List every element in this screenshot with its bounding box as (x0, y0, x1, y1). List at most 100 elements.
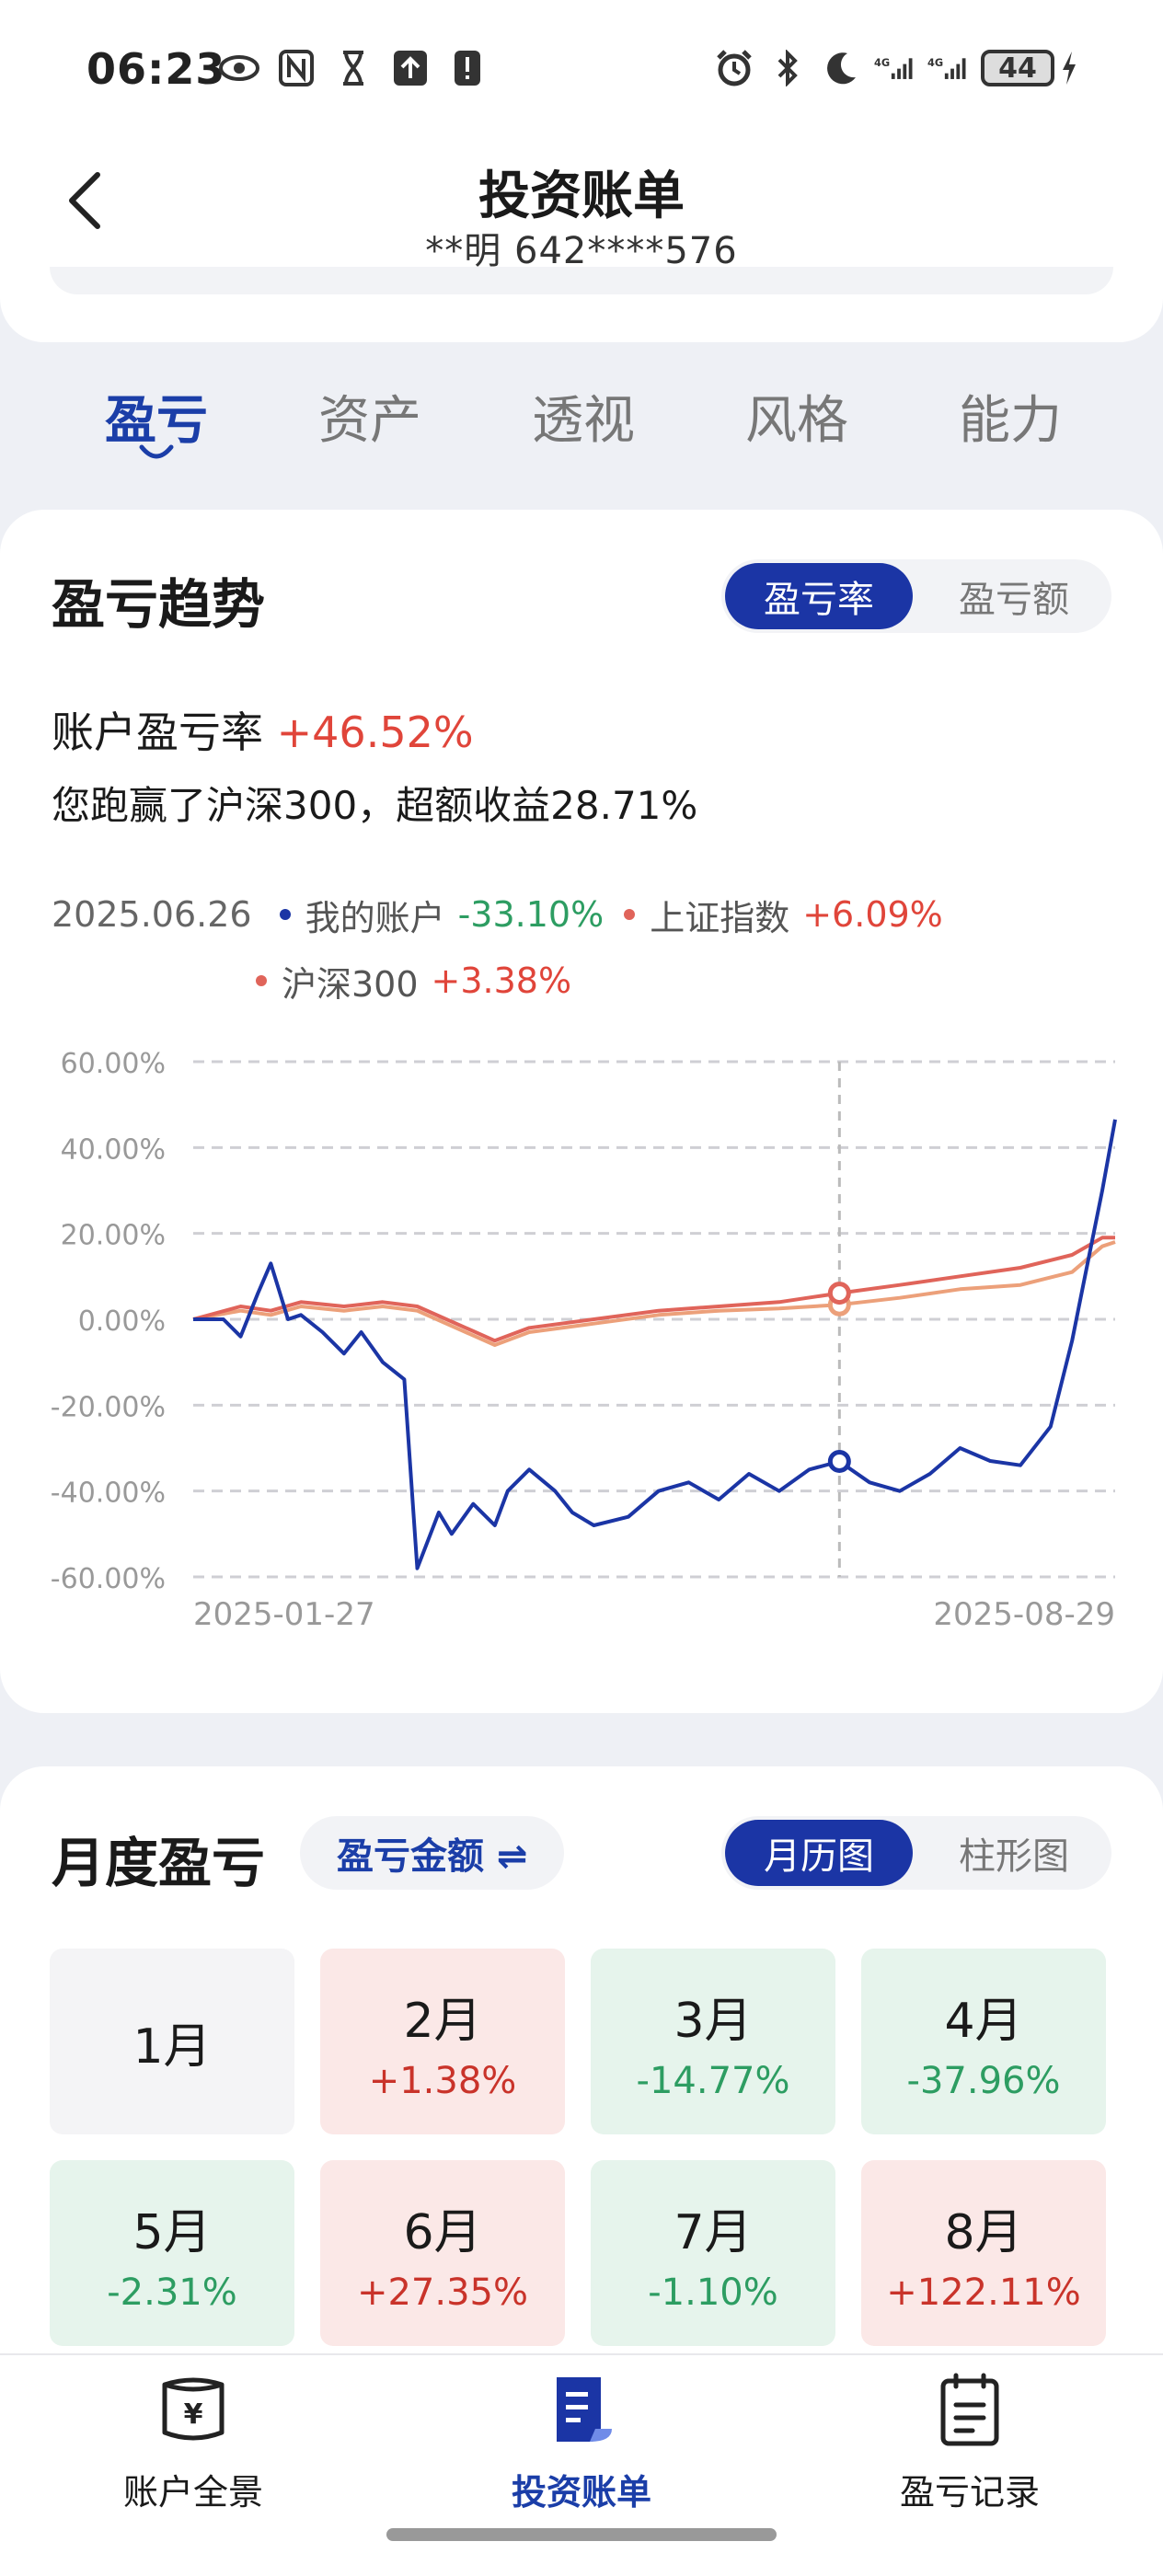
crosshair-point-1 (827, 1282, 851, 1305)
y-tick-label: 40.00% (61, 1133, 166, 1166)
header: 投资账单 **明 642****576 (0, 138, 1163, 342)
month-label: 3月 (674, 1993, 753, 2049)
tab-label: 风格 (745, 391, 848, 451)
bill-document-icon (557, 2377, 612, 2442)
svg-text:4G: 4G (927, 57, 943, 69)
month-cell[interactable]: 7月 -1.10% (591, 2160, 835, 2346)
alarm-icon (714, 48, 754, 88)
svg-text:4G: 4G (874, 57, 890, 69)
series-line-0 (193, 1119, 1117, 1570)
tab-ability[interactable]: 能力 (937, 379, 1084, 454)
trend-title: 盈亏趋势 (52, 573, 266, 636)
status-left-icons (219, 48, 488, 88)
moon-icon (821, 48, 861, 88)
chart-legend: 2025.06.26 我的账户 -33.10% 上证指数 +6.09% 沪深30… (52, 887, 963, 1008)
y-tick-label: -20.00% (51, 1391, 166, 1423)
hourglass-icon (333, 48, 374, 88)
tab-profit-loss[interactable]: 盈亏 (83, 379, 230, 459)
status-time: 06:23 (86, 44, 226, 94)
month-cell[interactable]: 3月 -14.77% (591, 1949, 835, 2134)
month-cell[interactable]: 4月 -37.96% (861, 1949, 1106, 2134)
legend-dot (624, 909, 636, 920)
tab-label: 盈亏 (105, 391, 208, 451)
svg-text:¥: ¥ (184, 2398, 203, 2431)
page-title: 投资账单 (478, 167, 685, 226)
month-label: 7月 (674, 2204, 753, 2260)
y-tick-label: 20.00% (61, 1220, 166, 1252)
month-label: 6月 (403, 2204, 482, 2260)
upload-icon (390, 48, 431, 88)
trend-metric-toggle: 盈亏率 盈亏额 (721, 559, 1111, 633)
month-value: +1.38% (368, 2059, 517, 2102)
legend-value: +3.38% (431, 960, 572, 1001)
month-value: -1.10% (648, 2271, 778, 2314)
month-cell[interactable]: 2月 +1.38% (320, 1949, 565, 2134)
tab-label: 透视 (532, 391, 635, 451)
tab-label: 资产 (318, 391, 421, 451)
toggle-profit-amount[interactable]: 盈亏额 (959, 579, 1069, 621)
nav-label: 投资账单 (511, 2472, 651, 2513)
tab-style[interactable]: 风格 (723, 379, 870, 454)
trend-chart[interactable]: 60.00% 40.00% 20.00% 0.00% -20.00% -40.00% -60… (0, 1034, 1163, 1641)
back-button[interactable] (48, 164, 121, 237)
tab-assets[interactable]: 资产 (296, 379, 443, 454)
account-info: **明 642****576 (425, 230, 738, 272)
nfc-icon (276, 48, 317, 88)
legend-name: 我的账户 (305, 897, 445, 938)
monthly-view-toggle: 月历图 柱形图 (721, 1816, 1111, 1890)
eye-icon (219, 48, 259, 88)
legend-date: 2025.06.26 (52, 894, 252, 935)
legend-csi300: 沪深300 +3.38% (256, 956, 571, 1006)
nav-label: 盈亏记录 (899, 2472, 1040, 2513)
x-start-label: 2025-01-27 (193, 1596, 375, 1633)
month-value: +122.11% (886, 2271, 1081, 2314)
battery-level: 44 (981, 50, 1054, 86)
toggle-calendar-view[interactable]: 月历图 (725, 1820, 913, 1886)
month-cell[interactable]: 1月 (50, 1949, 294, 2134)
toggle-bar-view[interactable]: 柱形图 (959, 1835, 1069, 1878)
tab-bar: 盈亏 资产 透视 风格 能力 (0, 379, 1163, 471)
trend-card: 盈亏趋势 盈亏率 盈亏额 账户盈亏率 +46.52% 您跑赢了沪深300，超额收… (0, 510, 1163, 1713)
month-label: 5月 (132, 2204, 212, 2260)
legend-name: 上证指数 (650, 897, 790, 938)
legend-value: +6.09% (802, 894, 943, 935)
nav-profit-records[interactable]: 盈亏记录 (832, 2368, 1108, 2514)
legend-sse-index: 上证指数 +6.09% (624, 890, 943, 940)
nav-label: 账户全景 (122, 2472, 263, 2513)
yuan-jar-icon: ¥ (162, 2377, 225, 2441)
month-label: 2月 (403, 1993, 482, 2049)
month-cell[interactable]: 5月 -2.31% (50, 2160, 294, 2346)
home-indicator[interactable] (386, 2528, 777, 2541)
month-cell[interactable]: 8月 +122.11% (861, 2160, 1106, 2346)
y-tick-label: -40.00% (51, 1478, 166, 1510)
legend-dot (279, 909, 291, 920)
crosshair-point-0 (827, 1449, 851, 1473)
status-bar: 06:23 4G 4G (0, 0, 1163, 138)
signal-4g-icon-2: 4G (927, 48, 968, 88)
month-cell[interactable]: 6月 +27.35% (320, 2160, 565, 2346)
tab-perspective[interactable]: 透视 (510, 379, 657, 454)
month-label: 4月 (944, 1993, 1023, 2049)
nav-account-overview[interactable]: ¥ 账户全景 (55, 2368, 331, 2514)
tab-active-indicator (139, 444, 174, 459)
bottom-nav: ¥ 账户全景 投资账单 盈亏记录 (0, 2353, 1163, 2576)
y-tick-label: -60.00% (51, 1563, 166, 1595)
benchmark-text: 您跑赢了沪深300，超额收益28.71% (52, 783, 698, 828)
bluetooth-icon (767, 48, 808, 88)
account-rate: 账户盈亏率 +46.52% (52, 699, 474, 760)
chevron-left-icon (69, 172, 100, 229)
monthly-title: 月度盈亏 (52, 1832, 266, 1894)
tab-label: 能力 (959, 391, 1062, 451)
month-value: +27.35% (356, 2271, 529, 2314)
month-value: -2.31% (107, 2271, 237, 2314)
alert-icon (447, 48, 488, 88)
x-end-label: 2025-08-29 (933, 1596, 1115, 1633)
legend-name: 沪深300 (282, 963, 419, 1005)
month-label: 1月 (132, 2018, 212, 2075)
legend-my-account: 我的账户 -33.10% (279, 890, 604, 940)
profit-amount-switch-button[interactable]: 盈亏金额 ⇌ (300, 1816, 565, 1890)
nav-investment-bill[interactable]: 投资账单 (443, 2368, 720, 2514)
signal-4g-icon-1: 4G (874, 48, 915, 88)
account-rate-label: 账户盈亏率 (52, 707, 263, 757)
toggle-profit-rate[interactable]: 盈亏率 (725, 563, 913, 629)
